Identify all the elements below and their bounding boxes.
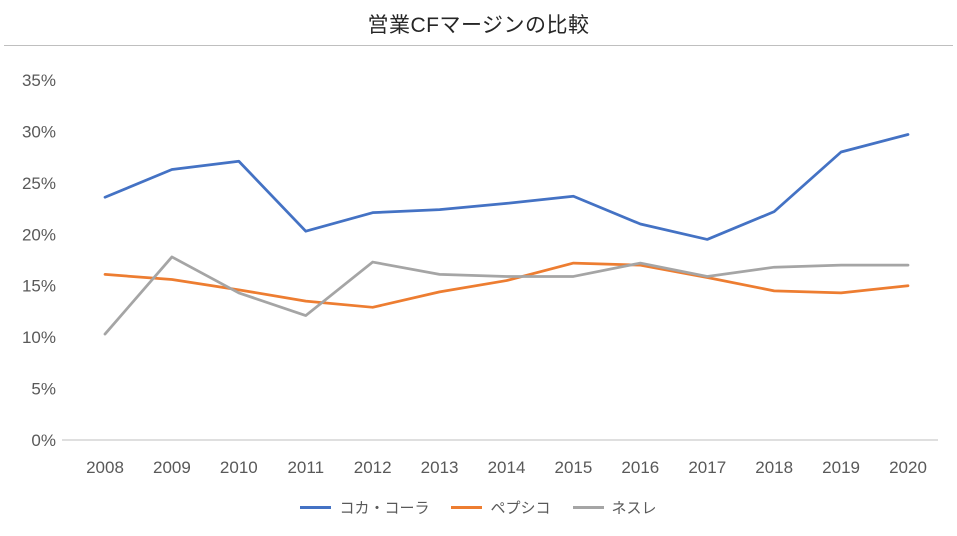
series-line-1 [103,261,910,309]
y-tick-label: 0% [31,431,56,450]
chart-legend: コカ・コーラ ペプシコ ネスレ [0,497,957,518]
legend-line-swatch [572,506,604,509]
y-tick-label: 25% [22,174,56,193]
x-tick-label: 2010 [220,458,258,477]
legend-item: コカ・コーラ [300,497,429,518]
x-tick-label: 2020 [889,458,927,477]
x-tick-label: 2008 [86,458,124,477]
y-tick-label: 35% [22,71,56,90]
x-tick-label: 2017 [688,458,726,477]
y-tick-label: 5% [31,380,56,399]
x-tick-label: 2012 [354,458,392,477]
series-line-2 [103,255,910,336]
y-tick-label: 20% [22,225,56,244]
x-tick-label: 2016 [621,458,659,477]
y-tick-label: 30% [22,122,56,141]
x-tick-label: 2014 [488,458,526,477]
y-tick-label: 10% [22,328,56,347]
legend-label: ネスレ [611,500,657,517]
legend-item: ペプシコ [451,497,551,518]
legend-label: ペプシコ [490,500,551,517]
x-tick-label: 2015 [555,458,593,477]
legend-label: コカ・コーラ [339,500,430,517]
x-tick-label: 2009 [153,458,191,477]
legend-item: ネスレ [572,497,657,518]
series-line-0 [103,133,910,241]
x-tick-label: 2013 [421,458,459,477]
x-tick-label: 2011 [287,458,324,477]
y-tick-label: 15% [22,277,56,296]
legend-line-swatch [451,506,483,509]
chart-title: 営業CFマージンの比較 [367,14,590,37]
legend-line-swatch [300,506,332,509]
x-tick-label: 2018 [755,458,793,477]
title-divider [4,45,953,46]
x-tick-label: 2019 [822,458,860,477]
